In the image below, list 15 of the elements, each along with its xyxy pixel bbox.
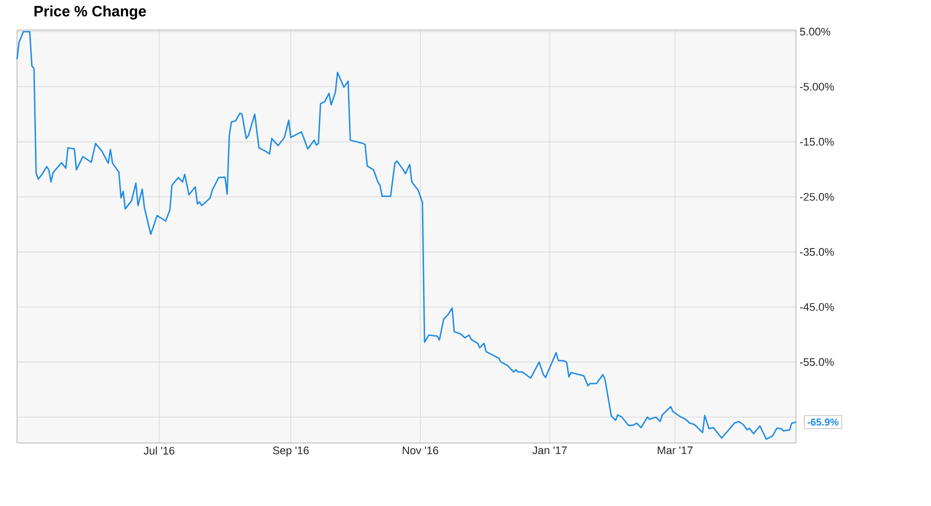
annotation: -65.9%	[808, 418, 839, 426]
y-tick-label: -25.0%	[800, 192, 834, 201]
chart-title: Price % Change	[34, 6, 146, 20]
y-tick-label: 5.00%	[800, 28, 830, 36]
y-tick-label: -35.0%	[800, 248, 834, 256]
y-tick-label: -45.0%	[800, 303, 834, 311]
x-tick-label: Sep '16	[272, 446, 309, 456]
y-tick-label: -15.0%	[800, 138, 834, 146]
x-tick-label: Nov '16	[402, 446, 438, 454]
x-tick-label: Mar '17	[658, 446, 693, 454]
x-tick-label: Jan '17	[532, 446, 567, 454]
x-tick-label: Jul '16	[144, 446, 174, 455]
y-tick-label: -55.0%	[800, 358, 834, 366]
line-series	[16, 30, 797, 440]
y-tick-label: -5.00%	[800, 82, 834, 91]
